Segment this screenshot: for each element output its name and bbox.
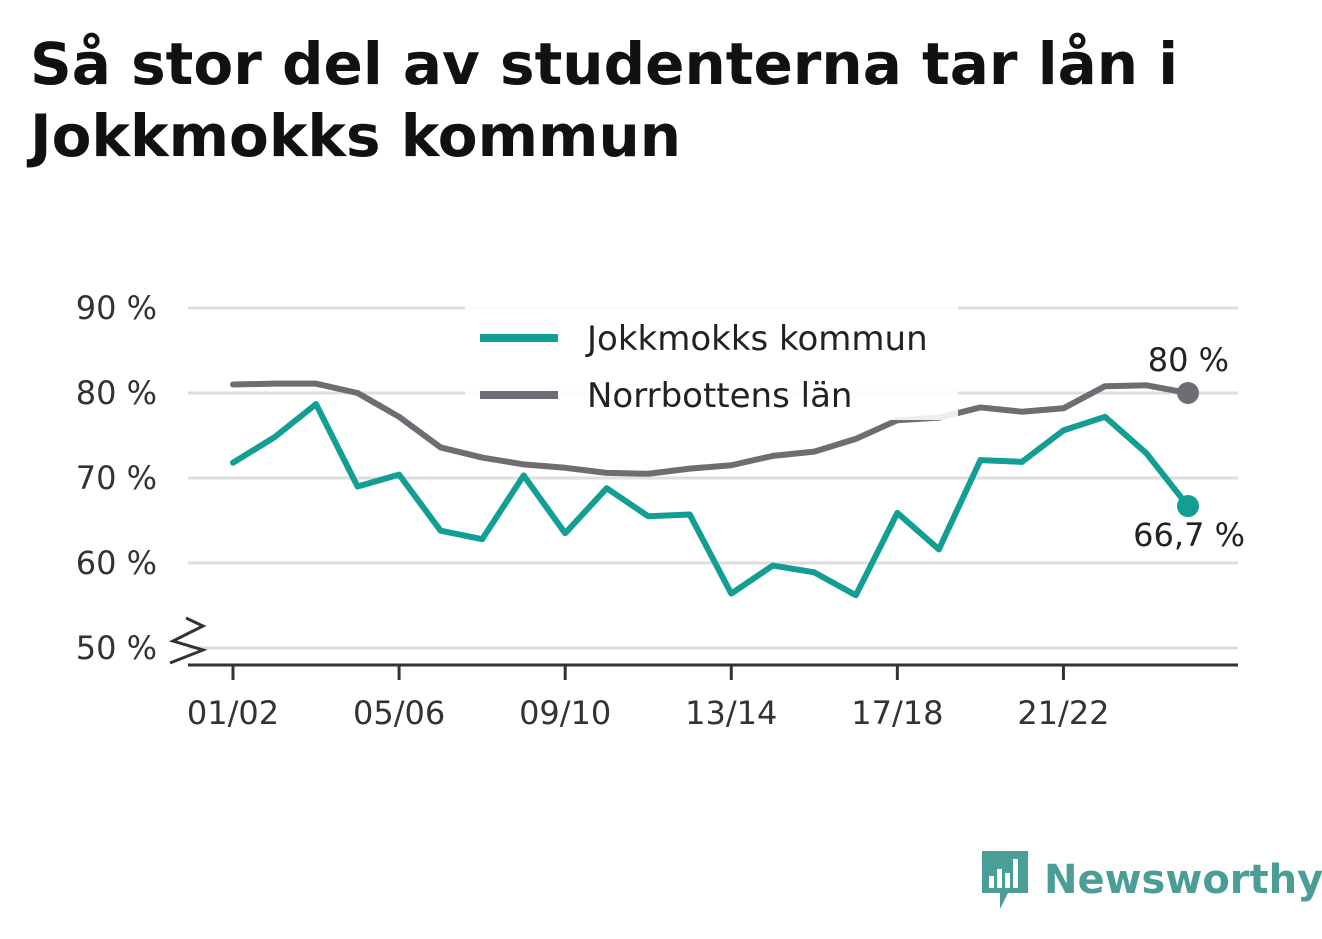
x-tick-label: 13/14 bbox=[685, 694, 777, 732]
y-tick-label: 50 % bbox=[76, 629, 157, 667]
series-lines bbox=[230, 380, 1199, 599]
legend: Jokkmokks kommun Norrbottens län bbox=[465, 305, 958, 420]
y-tick-label: 60 % bbox=[76, 544, 157, 582]
end-labels: 80 % 66,7 % bbox=[1133, 341, 1245, 554]
legend-label: Norrbottens län bbox=[587, 376, 852, 416]
y-axis-ticks: 50 % 60 % 70 % 80 % 90 % bbox=[76, 289, 157, 667]
x-tick-label: 21/22 bbox=[1017, 694, 1109, 732]
x-tick-label: 09/10 bbox=[519, 694, 611, 732]
end-label: 80 % bbox=[1148, 341, 1229, 379]
y-tick-label: 70 % bbox=[76, 459, 157, 497]
end-label: 66,7 % bbox=[1133, 516, 1245, 554]
x-tick-label: 17/18 bbox=[851, 694, 943, 732]
chart-title: Så stor del av studenterna tar lån i Jok… bbox=[30, 30, 1179, 170]
end-point bbox=[1177, 495, 1199, 518]
series-line bbox=[230, 401, 1191, 599]
x-tick-label: 05/06 bbox=[353, 694, 445, 732]
y-tick-label: 80 % bbox=[76, 374, 157, 412]
brand-name: Newsworthy bbox=[1044, 857, 1322, 903]
newsworthy-logo: Newsworthy bbox=[980, 848, 1322, 912]
end-point bbox=[1177, 382, 1199, 404]
series-line bbox=[230, 380, 1191, 477]
y-tick-label: 90 % bbox=[76, 289, 157, 327]
x-tick-label: 01/02 bbox=[187, 694, 279, 732]
x-axis: 01/02 05/06 09/10 13/14 17/18 21/22 bbox=[168, 616, 1238, 732]
legend-background bbox=[465, 305, 958, 420]
newsworthy-logo-icon bbox=[982, 851, 1028, 909]
legend-label: Jokkmokks kommun bbox=[585, 319, 928, 359]
axis-break-mark bbox=[168, 616, 208, 665]
